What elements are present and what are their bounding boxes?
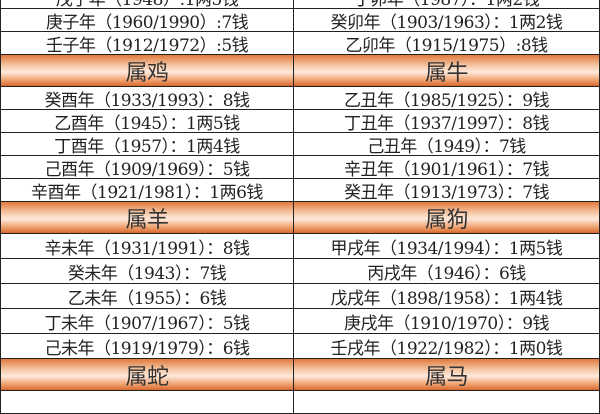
section-header: 属蛇 属马 [0, 359, 600, 391]
table-row: 庚子年（1960/1990）:7钱 癸卯年（1903/1963）：1两2钱 [0, 9, 600, 33]
year-weight-cell: 壬子年（1912/1972）:5钱 [0, 32, 293, 56]
zodiac-header-left: 属蛇 [0, 359, 293, 390]
year-weight-cell: 癸卯年（1903/1963）：1两2钱 [293, 9, 600, 33]
table-row: 己未年（1919/1979）：6钱 壬戌年（1922/1982）：1两0钱 [0, 334, 600, 359]
table-row [0, 391, 600, 414]
year-weight-cell: 乙未年（1955）：6钱 [0, 284, 293, 309]
year-weight-cell: 辛未年（1931/1991）：8钱 [0, 234, 293, 259]
table-row: 己酉年（1909/1969）：5钱 辛丑年（1901/1961）：7钱 [0, 156, 600, 180]
year-weight-cell: 戊戌年（1898/1958）：1两4钱 [293, 284, 600, 309]
zodiac-header-right: 属马 [293, 359, 600, 390]
year-weight-cell: 癸未年（1943）：7钱 [0, 259, 293, 284]
section-header: 属羊 属狗 [0, 202, 600, 234]
zodiac-header-left: 属羊 [0, 202, 293, 233]
year-weight-cell: 庚戌年（1910/1970）：9钱 [293, 309, 600, 334]
year-weight-cell: 乙酉年（1945）：1两5钱 [0, 110, 293, 134]
table-row: 壬子年（1912/1972）:5钱 乙卯年（1915/1975）:8钱 [0, 32, 600, 56]
year-weight-cell: 己丑年（1949）：7钱 [293, 133, 600, 157]
year-weight-cell: 丙戌年（1946）：6钱 [293, 259, 600, 284]
year-weight-cell: 丁酉年（1957）：1两4钱 [0, 133, 293, 157]
year-weight-cell: 己酉年（1909/1969）：5钱 [0, 156, 293, 180]
zodiac-header-right: 属牛 [293, 55, 600, 86]
table-row: 癸未年（1943）：7钱 丙戌年（1946）：6钱 [0, 259, 600, 284]
year-weight-cell: 癸酉年（1933/1993）：8钱 [0, 87, 293, 111]
year-weight-cell [0, 391, 293, 413]
zodiac-header-left: 属鸡 [0, 55, 293, 86]
year-weight-cell: 癸丑年（1913/1973）：7钱 [293, 179, 600, 203]
year-weight-cell: 丁丑年（1937/1997）：8钱 [293, 110, 600, 134]
year-weight-cell: 庚子年（1960/1990）:7钱 [0, 9, 293, 33]
table-row: 辛未年（1931/1991）：8钱 甲戌年（1934/1994）：1两5钱 [0, 234, 600, 259]
table-row: 丁未年（1907/1967）：5钱 庚戌年（1910/1970）：9钱 [0, 309, 600, 334]
year-weight-cell [293, 391, 600, 413]
zodiac-header-right: 属狗 [293, 202, 600, 233]
table-row: 癸酉年（1933/1993）：8钱 乙丑年（1985/1925）：9钱 [0, 87, 600, 111]
section-header: 属鸡 属牛 [0, 55, 600, 87]
year-weight-cell: 辛丑年（1901/1961）：7钱 [293, 156, 600, 180]
year-weight-cell: 辛酉年（1921/1981）：1两6钱 [0, 179, 293, 203]
table-row: 丁酉年（1957）：1两4钱 己丑年（1949）：7钱 [0, 133, 600, 157]
year-weight-cell: 乙卯年（1915/1975）:8钱 [293, 32, 600, 56]
table-row: 乙酉年（1945）：1两5钱 丁丑年（1937/1997）：8钱 [0, 110, 600, 134]
table-row: 乙未年（1955）：6钱 戊戌年（1898/1958）：1两4钱 [0, 284, 600, 309]
year-weight-cell: 戊子年（1948）:1两5钱 [0, 0, 293, 10]
year-weight-cell: 壬戌年（1922/1982）：1两0钱 [293, 334, 600, 359]
table-row: 辛酉年（1921/1981）：1两6钱 癸丑年（1913/1973）：7钱 [0, 179, 600, 203]
year-weight-cell: 丁未年（1907/1967）：5钱 [0, 309, 293, 334]
year-weight-cell: 甲戌年（1934/1994）：1两5钱 [293, 234, 600, 259]
year-weight-cell: 乙丑年（1985/1925）：9钱 [293, 87, 600, 111]
year-weight-cell: 己未年（1919/1979）：6钱 [0, 334, 293, 359]
